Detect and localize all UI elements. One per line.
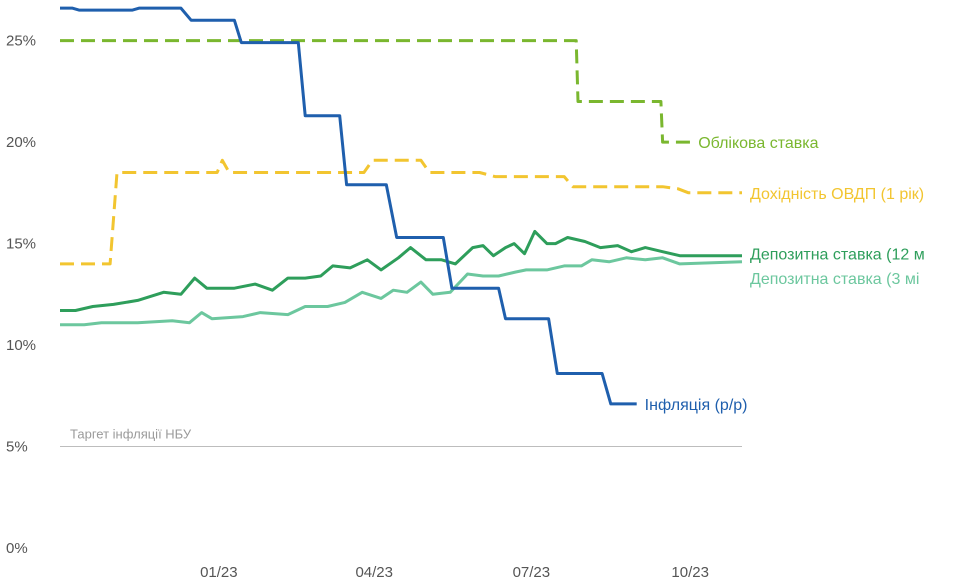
series-lines (60, 6, 743, 406)
y-tick-label: 0% (6, 540, 28, 557)
x-tick-label: 07/23 (513, 564, 551, 580)
series-labels: Облікова ставка Дохідність ОВДП (1 рік) Де… (645, 135, 925, 414)
series-line-ovdp-yield (60, 158, 742, 266)
series-line-deposit-rate-3m (60, 256, 743, 327)
y-tick-label: 20% (6, 134, 36, 151)
series-line-policy-rate (60, 39, 691, 144)
series-label-ovdp-yield: Дохідність ОВДП (1 рік) (750, 186, 924, 203)
x-tick-label: 01/23 (200, 564, 238, 580)
series-label-deposit-rate-3m: Депозитна ставка (3 мі (750, 271, 919, 288)
inflation-target-label: Таргет інфляції НБУ (70, 427, 192, 442)
y-tick-label: 10% (6, 337, 36, 354)
x-tick-label: 10/23 (671, 564, 709, 580)
series-label-policy-rate: Облікова ставка (698, 135, 818, 152)
series-label-deposit-rate-12m: Депозитна ставка (12 м (750, 247, 925, 264)
y-axis-ticks: 0% 5% 10% 15% 20% 25% (6, 33, 36, 557)
series-line-deposit-rate-12m (60, 229, 742, 312)
y-tick-label: 5% (6, 439, 28, 456)
inflation-target: Таргет інфляції НБУ (60, 427, 742, 448)
x-axis-ticks: 01/23 04/23 07/23 10/23 (200, 564, 709, 580)
x-tick-label: 04/23 (355, 564, 393, 580)
y-tick-label: 15% (6, 236, 36, 253)
y-tick-label: 25% (6, 33, 36, 50)
series-label-inflation: Інфляція (р/р) (645, 397, 748, 414)
series-line-inflation (60, 6, 637, 406)
